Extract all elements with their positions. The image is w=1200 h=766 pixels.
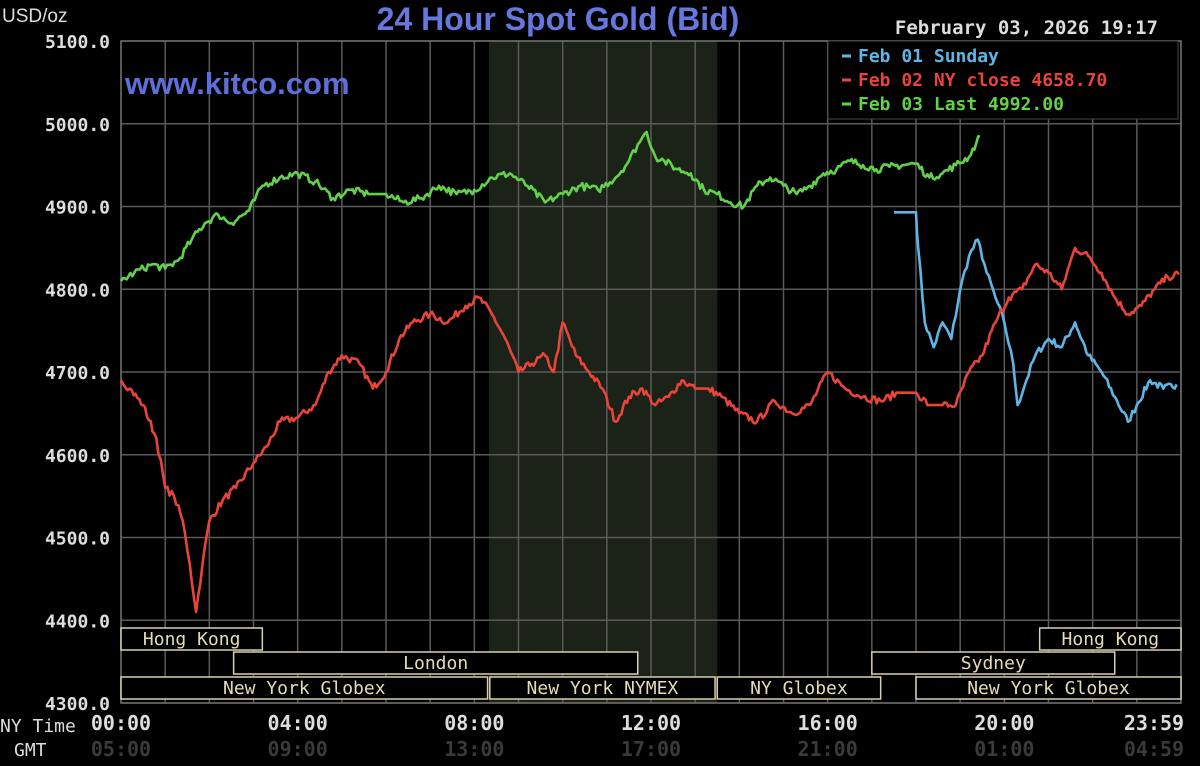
y-tick-label: 5000.0 (45, 115, 110, 136)
x-tick-label-ny: 00:00 (91, 711, 151, 735)
session-bar (871, 651, 1116, 675)
session-bar (120, 627, 264, 651)
legend-entry-feb02: Feb 02 NY close 4658.70 (858, 70, 1107, 91)
session-label: London (403, 653, 468, 674)
ny-time-label: NY Time (0, 716, 76, 737)
x-tick-label-gmt: 21:00 (798, 737, 858, 761)
session-label: Sydney (961, 653, 1026, 674)
y-axis-unit-label: USD/oz (2, 6, 67, 27)
x-tick-label-ny: 20:00 (974, 711, 1034, 735)
session-bar (915, 676, 1182, 700)
chart-title: 24 Hour Spot Gold (Bid) (377, 1, 740, 37)
y-tick-label: 4700.0 (45, 363, 110, 384)
x-tick-label-ny: 12:00 (621, 711, 681, 735)
x-tick-label-gmt: 01:00 (974, 737, 1034, 761)
session-label: Hong Kong (1062, 629, 1160, 650)
y-tick-label: 5100.0 (45, 32, 110, 53)
y-tick-label: 4900.0 (45, 198, 110, 219)
x-tick-label-ny: 23:59 (1124, 711, 1184, 735)
series-feb03-last (119, 130, 981, 282)
session-bar (120, 676, 489, 700)
series-feb02-ny-close (119, 246, 1180, 614)
legend: Feb 01 Sunday Feb 02 NY close 4658.70 Fe… (827, 40, 1179, 120)
session-bar (1038, 627, 1182, 651)
session-bar (489, 676, 716, 700)
x-tick-label-gmt: 17:00 (621, 737, 681, 761)
x-tick-label-gmt: 13:00 (444, 737, 504, 761)
y-tick-label: 4600.0 (45, 446, 110, 467)
plot-frame (120, 40, 1182, 704)
y-tick-label: 4800.0 (45, 280, 110, 301)
gmt-label: GMT (14, 740, 47, 761)
session-label: New York Globex (223, 678, 386, 699)
session-bar (716, 676, 882, 700)
y-tick-label: 4300.0 (45, 694, 110, 715)
session-label: New York Globex (967, 678, 1130, 699)
session-label: Hong Kong (143, 629, 241, 650)
legend-box (827, 40, 1179, 120)
legend-entry-feb01: Feb 01 Sunday (858, 46, 999, 67)
x-tick-label-gmt: 09:00 (268, 737, 328, 761)
session-bar (232, 651, 639, 675)
y-tick-label: 4400.0 (45, 611, 110, 632)
x-tick-label-ny: 16:00 (798, 711, 858, 735)
x-tick-label-ny: 04:00 (268, 711, 328, 735)
y-tick-label: 4500.0 (45, 529, 110, 550)
chart-timestamp: February 03, 2026 19:17 (895, 17, 1158, 39)
session-label: New York NYMEX (527, 678, 679, 699)
kitco-watermark: www.kitco.com (124, 66, 350, 101)
x-tick-label-gmt: 05:00 (91, 737, 151, 761)
x-tick-label-ny: 08:00 (444, 711, 504, 735)
session-label: NY Globex (750, 678, 848, 699)
series-feb01-sunday (893, 211, 1178, 423)
x-tick-label-gmt: 04:59 (1124, 737, 1184, 761)
legend-entry-feb03: Feb 03 Last 4992.00 (858, 94, 1064, 115)
